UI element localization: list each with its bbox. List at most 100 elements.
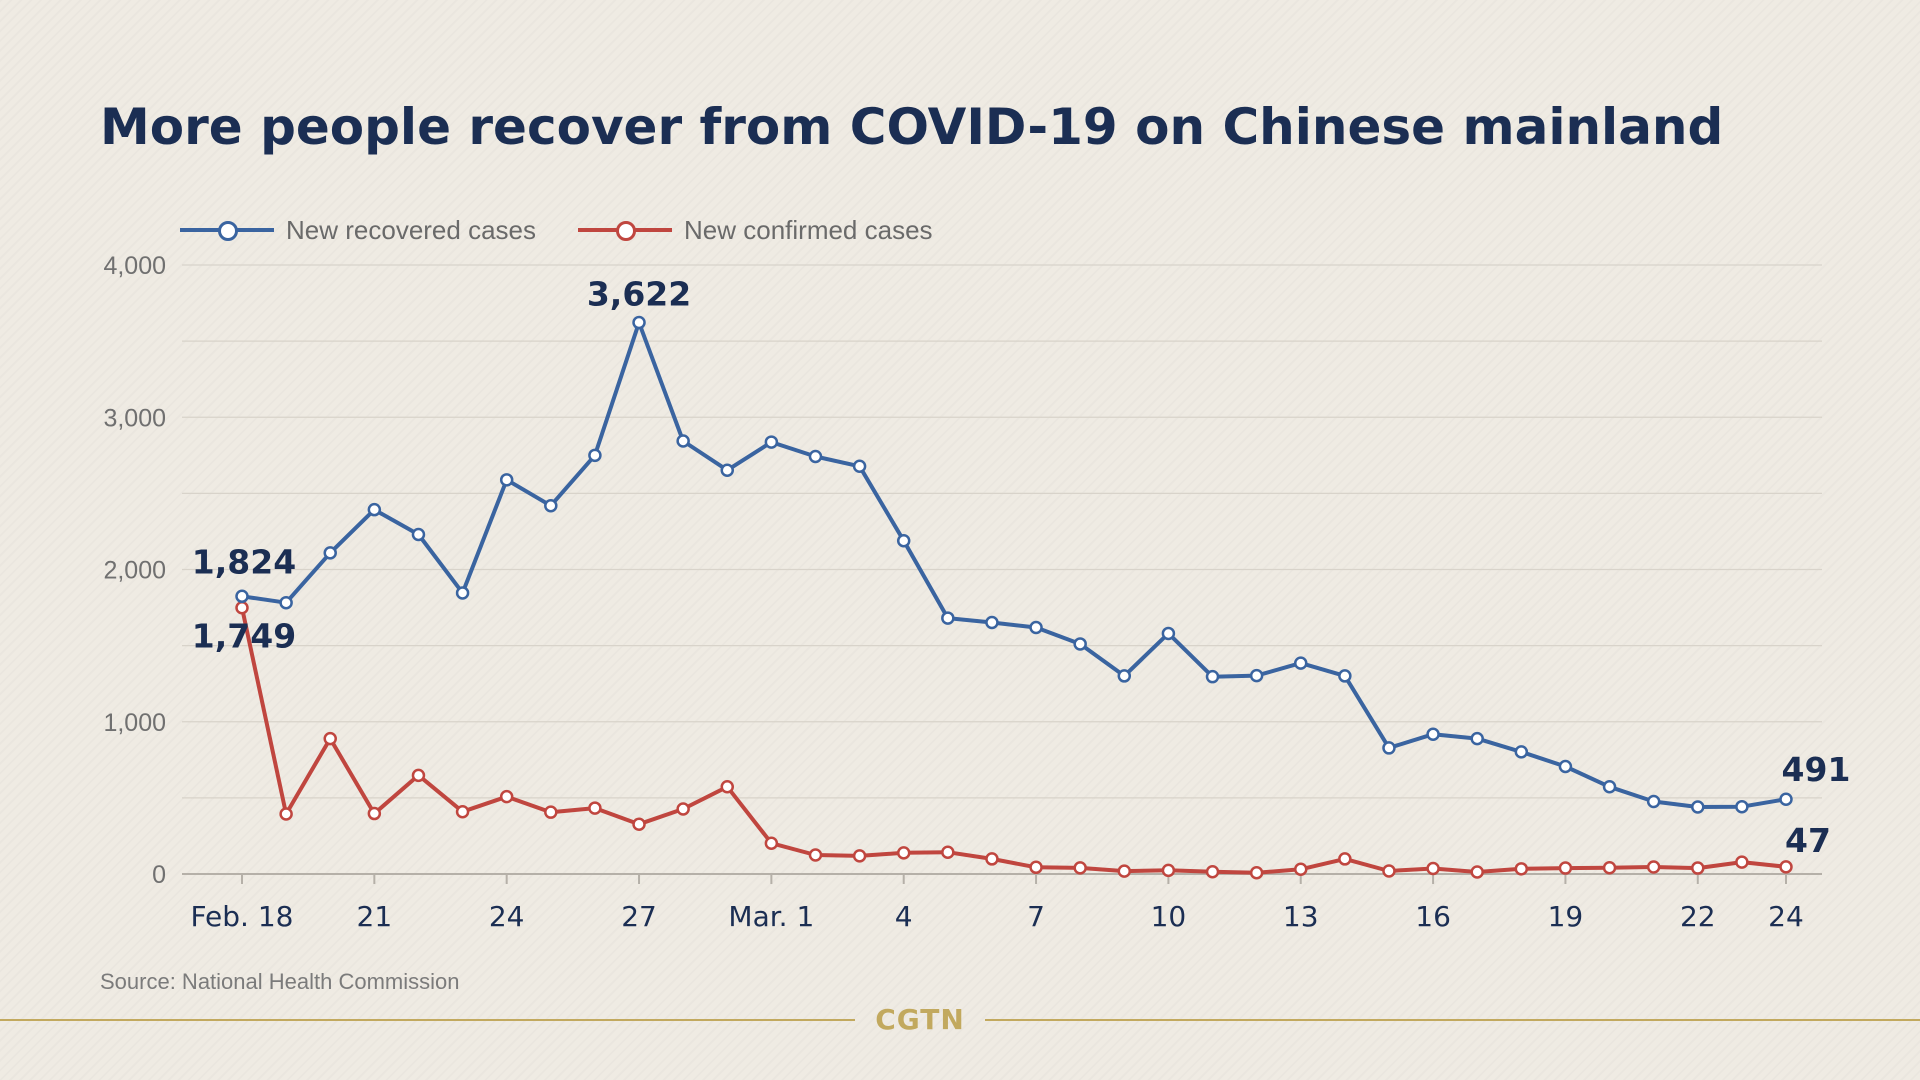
data-point-confirmed <box>1293 862 1308 877</box>
data-point-recovered <box>941 611 955 625</box>
data-point-recovered <box>1117 669 1132 683</box>
legend-item-recovered: New recovered cases <box>180 215 536 246</box>
series-line-recovered <box>240 320 1788 809</box>
x-tick-label: 27 <box>621 900 657 933</box>
data-point-confirmed <box>1029 860 1043 875</box>
data-point-recovered <box>1338 669 1352 683</box>
cgtn-logo: CGTN <box>875 1003 965 1036</box>
x-tick-label: 24 <box>489 900 525 933</box>
data-point-recovered <box>411 527 426 542</box>
data-point-recovered <box>896 533 911 548</box>
data-point-recovered <box>985 615 999 630</box>
legend-label-confirmed: New confirmed cases <box>684 214 933 245</box>
data-point-confirmed <box>1558 861 1573 875</box>
data-point-confirmed <box>852 849 867 863</box>
x-tick-label: 13 <box>1283 900 1319 933</box>
data-point-recovered <box>1646 794 1661 809</box>
x-tick-label: 24 <box>1768 900 1804 933</box>
data-point-confirmed <box>1161 863 1176 878</box>
data-point-confirmed <box>235 600 249 615</box>
data-point-confirmed <box>676 802 690 816</box>
data-point-confirmed <box>1779 860 1793 874</box>
data-point-recovered <box>499 473 514 487</box>
chart-title: More people recover from COVID-19 on Chi… <box>100 98 1724 156</box>
y-tick-label: 0 <box>152 861 166 889</box>
data-label: 47 <box>1785 821 1831 860</box>
y-tick-label: 2,000 <box>103 557 166 585</box>
data-point-recovered <box>1514 745 1529 759</box>
data-label: 491 <box>1782 750 1851 789</box>
data-point-recovered <box>1470 731 1484 746</box>
legend: New recovered cases New confirmed cases <box>180 213 975 247</box>
data-point-recovered <box>367 502 382 517</box>
data-point-confirmed <box>1602 861 1617 875</box>
data-point-recovered <box>588 448 602 463</box>
data-point-confirmed <box>1205 864 1220 879</box>
source-note: Source: National Health Commission <box>100 969 460 994</box>
data-point-confirmed <box>896 846 911 860</box>
data-point-confirmed <box>1646 860 1661 874</box>
data-point-confirmed <box>411 768 426 783</box>
data-point-recovered <box>323 546 337 560</box>
data-point-confirmed <box>367 806 382 821</box>
y-tick-label: 1,000 <box>103 709 166 737</box>
data-point-confirmed <box>1514 862 1529 876</box>
legend-swatch-recovered <box>180 221 274 241</box>
data-point-confirmed <box>764 836 779 850</box>
y-tick-label: 4,000 <box>103 252 166 280</box>
x-tick-label: 19 <box>1548 900 1584 933</box>
data-point-confirmed <box>279 807 293 821</box>
data-point-confirmed <box>455 804 470 819</box>
x-tick-label: 22 <box>1680 900 1716 933</box>
data-point-recovered <box>764 435 779 449</box>
data-point-confirmed <box>985 852 999 866</box>
data-point-recovered <box>1029 620 1043 635</box>
data-point-confirmed <box>1382 864 1396 878</box>
x-tick-label: 16 <box>1415 900 1451 933</box>
data-point-confirmed <box>1338 852 1352 866</box>
data-point-confirmed <box>499 789 514 804</box>
data-point-confirmed <box>941 845 955 859</box>
data-point-confirmed <box>588 801 602 815</box>
data-point-recovered <box>1293 656 1308 670</box>
data-point-confirmed <box>544 805 558 819</box>
data-point-recovered <box>852 459 867 474</box>
data-point-confirmed <box>1426 861 1440 876</box>
x-tick-label: 4 <box>895 900 913 933</box>
x-tick-label: 10 <box>1151 900 1187 933</box>
data-point-confirmed <box>1691 861 1705 875</box>
legend-label-recovered: New recovered cases <box>286 214 536 245</box>
data-label: 3,622 <box>587 275 691 314</box>
data-point-recovered <box>1602 780 1617 794</box>
data-point-recovered <box>1161 626 1176 641</box>
x-tick-label: Feb. 18 <box>190 900 293 933</box>
data-point-confirmed <box>720 780 735 794</box>
data-point-recovered <box>676 434 690 448</box>
data-point-recovered <box>632 315 646 330</box>
legend-item-confirmed: New confirmed cases <box>578 215 933 246</box>
data-point-confirmed <box>1073 861 1087 875</box>
data-point-recovered <box>1426 727 1440 741</box>
data-point-confirmed <box>632 817 646 831</box>
footer-divider-right <box>985 1019 1920 1021</box>
data-point-recovered <box>1382 741 1396 755</box>
data-point-recovered <box>1558 759 1573 774</box>
data-point-confirmed <box>1470 865 1484 879</box>
data-point-recovered <box>279 595 293 610</box>
data-point-recovered <box>1205 669 1220 684</box>
x-tick-label: Mar. 1 <box>728 900 814 933</box>
data-point-recovered <box>1073 637 1087 651</box>
legend-swatch-confirmed <box>578 221 672 241</box>
data-point-recovered <box>235 589 249 604</box>
data-point-recovered <box>1779 792 1793 806</box>
data-point-recovered <box>544 498 558 513</box>
data-point-recovered <box>1249 668 1264 683</box>
data-point-recovered <box>1735 799 1749 814</box>
data-point-confirmed <box>1249 866 1264 880</box>
y-tick-label: 3,000 <box>103 404 166 432</box>
data-point-recovered <box>720 463 735 477</box>
series-line-confirmed <box>240 605 1788 875</box>
data-point-confirmed <box>1735 855 1749 869</box>
data-point-confirmed <box>323 731 337 746</box>
